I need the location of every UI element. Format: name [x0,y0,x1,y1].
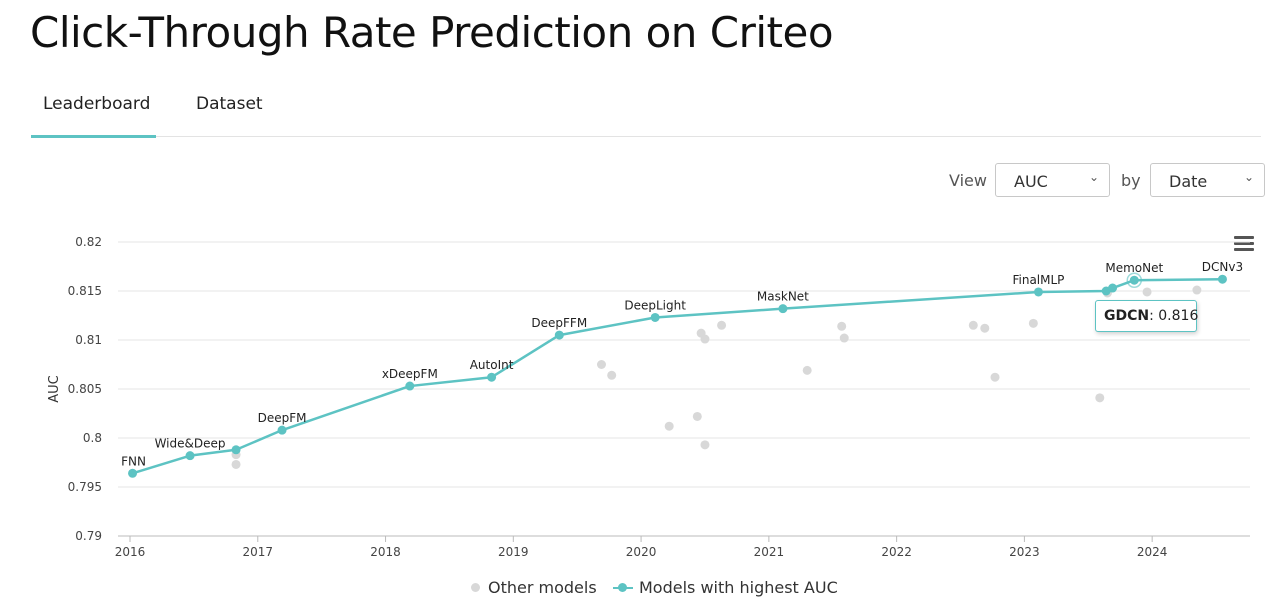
best-model-point [185,451,195,461]
data-label: MemoNet [1105,261,1163,275]
tooltip-model: GDCN [1104,308,1150,324]
legend-marker-other [471,583,480,592]
chevron-down-icon: ⌄ [1088,170,1099,184]
tab-leaderboard[interactable]: Leaderboard [43,94,151,114]
other-model-point [980,323,990,333]
other-model-point [1142,287,1152,297]
other-model-point [717,320,727,330]
chart-legend: Other models Models with highest AUC [0,578,1280,600]
sort-select-value: Date [1169,172,1208,191]
best-model-point [778,304,788,314]
legend-marker-best [613,583,633,593]
active-tab-indicator [31,135,156,138]
x-tick-label: 2020 [626,545,657,559]
best-model-point [1129,275,1139,285]
metric-select[interactable]: AUC ⌄ [995,163,1110,197]
tab-bar: Leaderboard Dataset [31,84,1261,138]
y-tick-label: 0.82 [75,235,102,249]
view-label: View [949,171,987,190]
best-model-point [487,372,497,382]
data-label: FNN [121,454,146,468]
legend-item-other[interactable]: Other models [471,578,597,597]
best-model-point [231,445,241,455]
best-model-point [650,312,660,322]
best-model-point [1108,283,1118,293]
x-tick-label: 2017 [242,545,273,559]
page-title: Click-Through Rate Prediction on Criteo [30,8,834,57]
other-model-point [596,360,606,369]
hamburger-menu-icon[interactable] [1234,236,1254,252]
x-tick-label: 2019 [498,545,529,559]
x-tick-label: 2021 [754,545,785,559]
y-tick-label: 0.8 [83,431,102,445]
legend-label-best: Models with highest AUC [639,578,838,597]
data-label: DeepLight [624,298,686,312]
data-label: DeepFM [258,411,307,425]
best-model-point [1033,287,1043,297]
other-model-point [1095,393,1105,403]
data-label: DCNv3 [1202,260,1243,274]
legend-label-other: Other models [488,578,597,597]
y-tick-label: 0.815 [68,284,102,298]
y-tick-label: 0.79 [75,529,102,543]
x-tick-label: 2018 [370,545,401,559]
chevron-down-icon: ⌄ [1243,170,1254,184]
chart-tooltip: GDCN: 0.816 [1095,300,1199,332]
sort-select[interactable]: Date ⌄ [1150,163,1265,197]
other-model-point [990,372,1000,382]
data-label: FinalMLP [1012,273,1064,287]
best-model-point [554,330,564,340]
other-model-point [968,320,978,330]
other-model-point [700,440,710,450]
chart-controls: View AUC ⌄ by Date ⌄ [0,163,1280,199]
auc-chart: 0.79 0.795 0.8 0.805 0.81 0.815 0.82 2016 2017 20… [47,235,1250,559]
other-model-point [1028,318,1038,328]
y-tick-label: 0.805 [68,382,102,396]
best-model-point [128,468,138,478]
data-label: Wide&Deep [155,437,226,451]
best-model-point [277,425,287,435]
other-model-point [692,411,702,421]
legend-item-best[interactable]: Models with highest AUC [613,578,838,597]
x-tick-label: 2023 [1009,545,1040,559]
other-model-point [837,321,847,331]
other-model-point [802,365,812,375]
x-tick-label: 2016 [115,545,146,559]
by-label: by [1121,171,1141,190]
x-tick-label: 2024 [1137,545,1168,559]
tab-dataset[interactable]: Dataset [196,94,263,114]
y-tick-label: 0.795 [68,480,102,494]
best-model-point [1217,274,1227,284]
other-model-point [231,459,241,469]
data-label: xDeepFM [382,367,438,381]
y-tick-label: 0.81 [75,333,102,347]
data-label: DeepFFM [531,316,587,330]
other-model-point [607,370,617,380]
other-model-point [664,421,674,431]
metric-select-value: AUC [1014,172,1048,191]
other-model-point [1192,285,1202,295]
y-axis-title: AUC [47,375,62,403]
data-label: MaskNet [757,290,809,304]
data-label: AutoInt [470,358,514,372]
other-model-point [700,334,710,344]
tooltip-value: : 0.816 [1149,308,1199,324]
other-model-point [839,333,849,343]
best-model-point [405,381,415,391]
hovered-point-highlight [1126,272,1143,288]
x-tick-label: 2022 [881,545,912,559]
